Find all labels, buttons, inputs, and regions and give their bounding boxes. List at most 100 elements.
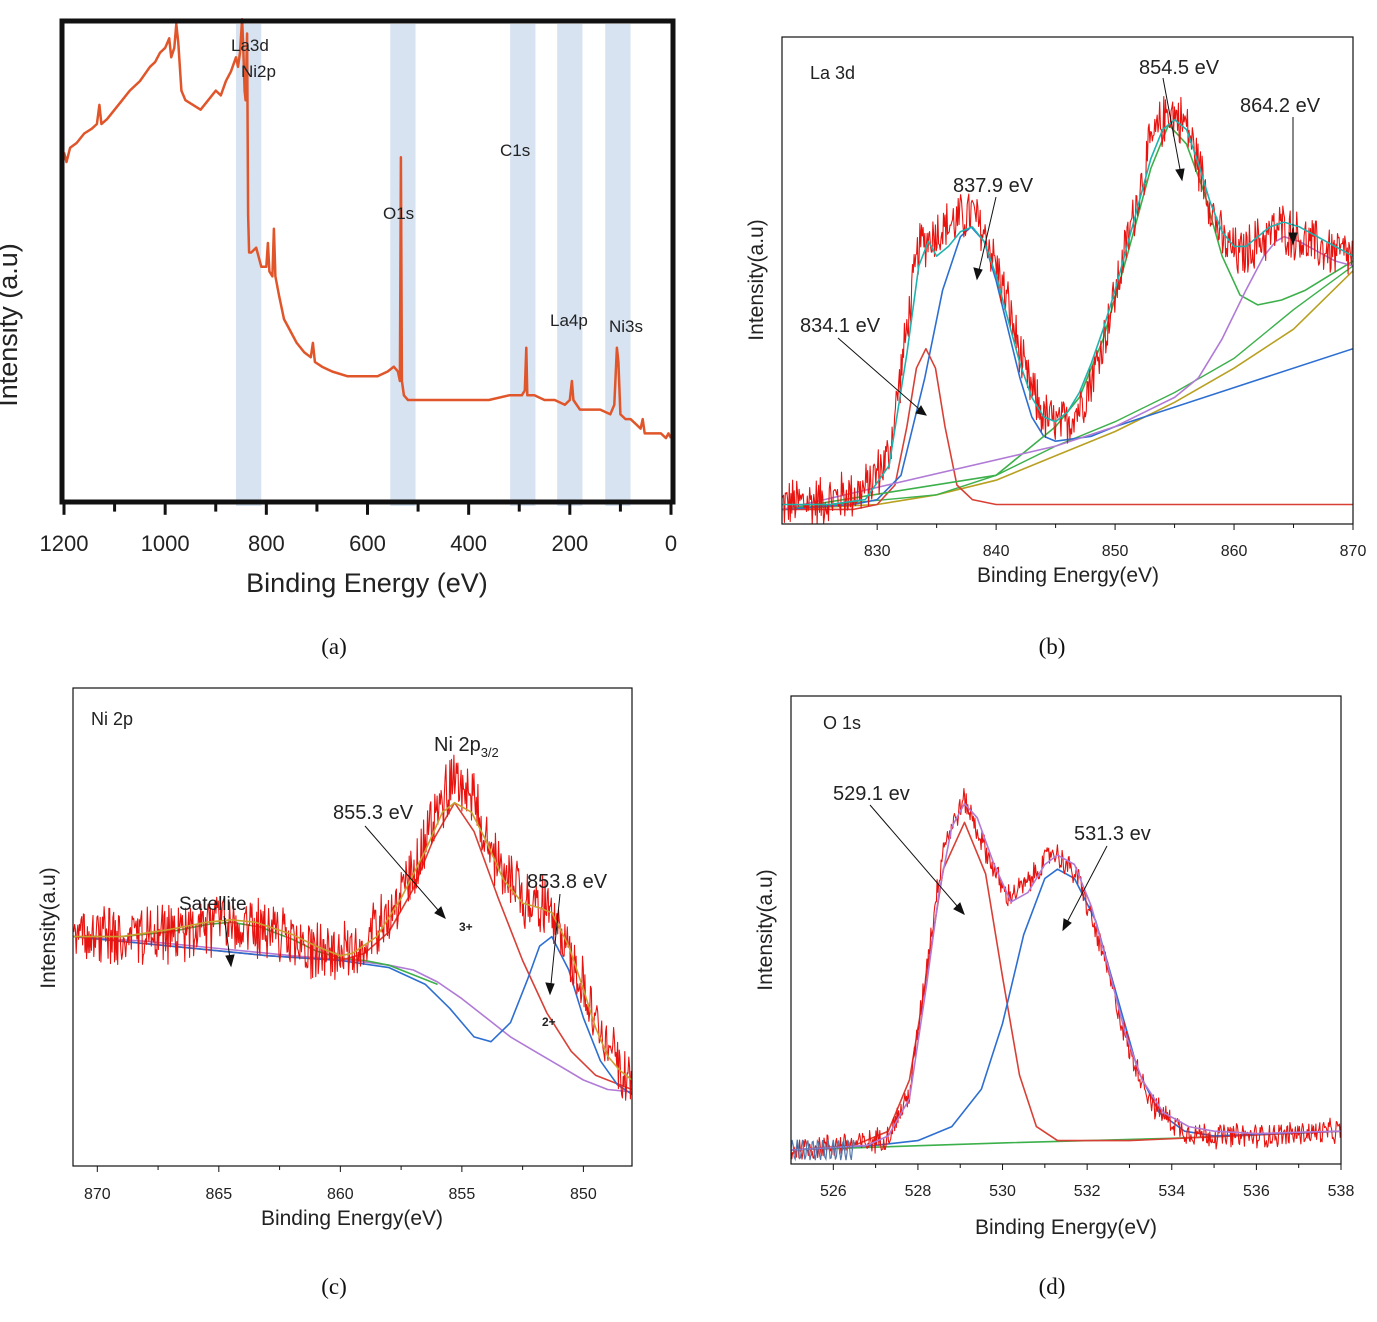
a-tick-label-800: 800 [248,531,285,556]
d-tick-label-538: 538 [1328,1183,1355,1200]
a-tick-label-600: 600 [349,531,386,556]
a-tick-label-1200: 1200 [40,531,89,556]
b-series-peak_838 [782,226,1353,511]
a-y-axis-label: Intensity (a.u) [0,243,23,407]
b-series-envelope [782,119,1353,506]
a-series-spectrum [62,17,673,440]
c-y-axis-label: Intensity(a.u) [37,867,60,988]
d-plot-frame [790,695,1342,1165]
b-x-axis-label: Binding Energy(eV) [977,564,1159,587]
panel-b: 830 840 850 860 870 La 3d 834.1 eV 837.9 eV … [745,36,1367,659]
c-arrowhead-855 [434,906,446,920]
b-arrow-838 [976,196,997,280]
a-band-1 [390,24,416,506]
c-tick-label-850: 850 [570,1186,597,1203]
b-annotation-864: 864.2 eV [1240,95,1321,117]
c-annotation-855: 855.3 eV [333,802,414,824]
a-band-4 [605,24,631,506]
c-curves [73,754,632,1101]
d-tick-label-530: 530 [989,1183,1016,1200]
a-annotation-la4p: La4p [550,311,588,330]
b-series-peak_864 [782,235,1353,511]
a-tick-label-1000: 1000 [141,531,190,556]
c-tick-label-865: 865 [205,1186,232,1203]
b-tick-label-850: 850 [1102,543,1129,560]
a-x-axis-label: Binding Energy (eV) [246,568,488,598]
d-arrowhead-531 [1062,918,1072,932]
c-annotation-853: 853.8 eV [527,871,608,893]
d-tick-label-534: 534 [1158,1183,1185,1200]
c-panel-title: Ni 2p [91,709,133,729]
a-annotation-c1s: C1s [500,141,530,160]
panel-d: 526 528 530 532 534 536 538 O 1s 529.1 ev 531.… [754,695,1355,1299]
c-arrows [223,825,561,996]
c-series-background [73,935,632,1093]
d-x-axis-label: Binding Energy(eV) [975,1216,1157,1239]
a-spectrum [62,17,673,440]
a-tick-label-200: 200 [551,531,588,556]
d-arrowhead-529 [953,902,965,916]
a-annotation-la3d: La3d [231,36,269,55]
b-x-ticks: 830 840 850 860 870 [864,524,1367,560]
d-series-envelope [791,802,1341,1151]
b-series-background-green [782,265,1353,511]
b-curves [782,96,1353,524]
d-y-axis-label: Intensity(a.u) [754,869,777,990]
c-arrow-853 [549,893,561,995]
c-series-peak_2plus [73,935,632,1095]
d-annotation-529: 529.1 ev [833,783,910,805]
d-series-peak_531 [791,868,1341,1151]
panel-c: 870 865 860 855 850 Ni 2p Ni 2p3/2 855.3 eV … [37,687,633,1299]
b-annotation-854: 854.5 eV [1139,57,1220,79]
c-x-ticks: 870 865 860 855 850 [84,1166,597,1203]
a-highlight-bands [235,24,631,506]
c-tick-label-855: 855 [449,1186,476,1203]
a-tick-label-400: 400 [450,531,487,556]
b-plot-frame [781,36,1354,525]
b-arrowhead-864 [1288,232,1298,246]
c-annotation-ni2p32-main: Ni 2p [434,734,481,756]
c-tick-label-860: 860 [327,1186,354,1203]
b-annotation-838: 837.9 eV [953,175,1034,197]
b-arrow-854 [1162,77,1183,181]
caption-d: (d) [1039,1274,1066,1299]
caption-a: (a) [321,634,347,659]
caption-c: (c) [321,1274,347,1299]
a-band-3 [557,24,583,506]
b-series-raw [782,96,1353,524]
d-series-lead-in [791,1138,856,1162]
a-annotation-o1s: O1s [383,204,414,223]
d-series-peak_529 [791,821,1341,1151]
c-annotation-ni2p32: Ni 2p3/2 [434,734,499,760]
b-annotation-834: 834.1 eV [800,315,881,337]
b-series-peak_854 [782,123,1353,511]
d-tick-label-526: 526 [820,1183,847,1200]
c-annotation-3plus: 3+ [459,920,473,934]
c-annotation-ni2p32-sub: 3/2 [481,745,499,760]
b-arrow-834 [837,337,927,416]
b-y-axis-label: Intensity(a.u) [745,219,768,340]
a-x-ticks: 1200 1000 800 600 400 200 0 [40,502,677,556]
d-curves [791,787,1341,1162]
b-arrowhead-838 [973,267,983,281]
panel-a: 1200 1000 800 600 400 200 0 La3d Ni2p C1s O1s … [0,17,677,659]
a-band-2 [510,24,536,506]
b-series-peak_834 [782,347,1353,511]
d-annotation-531: 531.3 ev [1074,823,1151,845]
c-x-axis-label: Binding Energy(eV) [261,1207,443,1230]
b-arrowhead-834 [915,405,927,416]
c-arrowhead-853 [545,982,555,996]
c-arrowhead-satellite [225,954,235,968]
b-arrowhead-854 [1175,168,1185,182]
d-arrows [869,804,1108,932]
c-tick-label-870: 870 [84,1186,111,1203]
a-tick-label-0: 0 [665,531,677,556]
a-annotation-ni2p: Ni2p [241,62,276,81]
b-arrows [837,77,1298,416]
d-arrow-531 [1062,845,1108,931]
b-tick-label-870: 870 [1340,543,1367,560]
a-annotation-ni3s: Ni3s [609,317,643,336]
c-annotation-2plus: 2+ [542,1015,556,1029]
b-series-background [782,270,1353,511]
b-tick-label-830: 830 [864,543,891,560]
